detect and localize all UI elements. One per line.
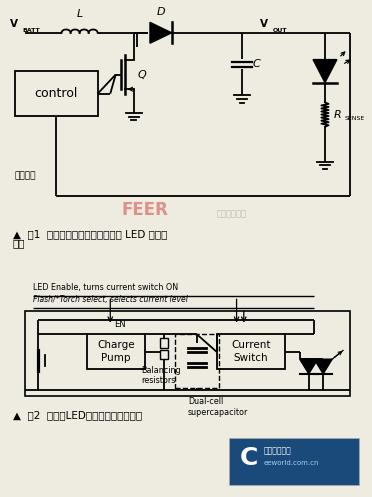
- Text: C: C: [240, 446, 259, 471]
- Text: V: V: [10, 19, 18, 29]
- Text: R: R: [334, 109, 342, 120]
- Text: EN: EN: [114, 320, 125, 329]
- Text: 动器: 动器: [13, 239, 25, 248]
- Text: L: L: [77, 9, 83, 19]
- Text: control: control: [35, 87, 78, 100]
- FancyBboxPatch shape: [230, 438, 359, 485]
- Text: V: V: [260, 19, 268, 29]
- Text: FEER: FEER: [121, 201, 168, 219]
- Bar: [160, 338, 169, 348]
- Polygon shape: [314, 359, 332, 374]
- Text: Charge
Pump: Charge Pump: [97, 340, 135, 363]
- Text: 电子工程世界: 电子工程世界: [264, 447, 291, 456]
- Text: ▲  图1  电流控制的升压转换器做为 LED 闪光驱: ▲ 图1 电流控制的升压转换器做为 LED 闪光驱: [13, 229, 167, 240]
- Text: 电子产品世界: 电子产品世界: [216, 209, 246, 218]
- Text: BATT: BATT: [23, 27, 40, 32]
- Text: C: C: [253, 59, 260, 69]
- Bar: [25, 311, 350, 396]
- Text: Current
Switch: Current Switch: [231, 340, 271, 363]
- Bar: [87, 334, 145, 369]
- Text: Dual-cell
supercapacitor: Dual-cell supercapacitor: [188, 397, 248, 416]
- Text: ▲  图2  大功率LED超级电容器方案框图: ▲ 图2 大功率LED超级电容器方案框图: [13, 411, 142, 420]
- Polygon shape: [313, 60, 337, 83]
- Text: Balancing
resistors: Balancing resistors: [141, 365, 180, 385]
- Text: SENSE: SENSE: [345, 116, 365, 121]
- Text: Q: Q: [137, 70, 146, 80]
- Text: LED Enable, turns current switch ON: LED Enable, turns current switch ON: [33, 283, 178, 292]
- Text: 电流反馈: 电流反馈: [15, 171, 36, 180]
- Bar: [217, 334, 285, 369]
- Text: Flash/*Torch select, selects current level: Flash/*Torch select, selects current lev…: [33, 295, 187, 304]
- Polygon shape: [150, 22, 171, 43]
- Bar: [15, 71, 97, 116]
- Polygon shape: [300, 359, 318, 374]
- Text: OUT: OUT: [273, 27, 287, 32]
- Bar: [175, 334, 218, 388]
- Bar: [160, 350, 169, 359]
- Text: eeworld.com.cn: eeworld.com.cn: [264, 460, 319, 466]
- Text: D: D: [157, 7, 165, 17]
